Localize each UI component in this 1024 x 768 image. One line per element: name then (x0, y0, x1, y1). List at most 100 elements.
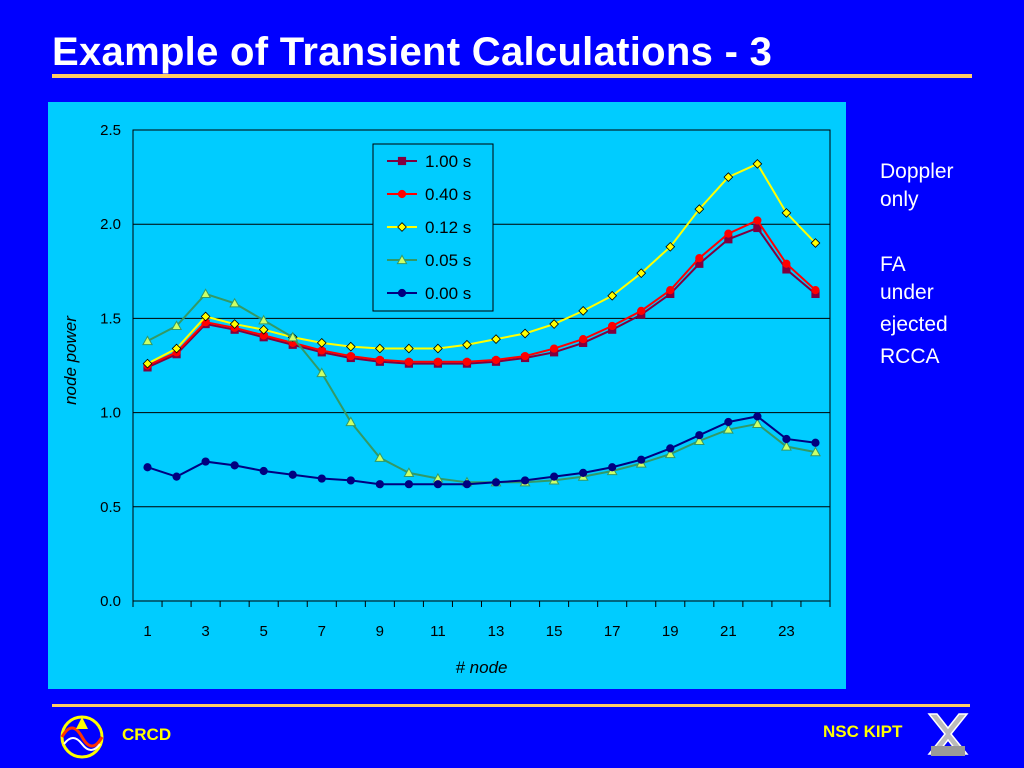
data-point-0-40-s (375, 355, 384, 364)
data-point-0-12-s (171, 343, 182, 354)
crcd-logo-icon (60, 715, 104, 759)
data-point-0-05-s (780, 440, 792, 451)
data-point-0-40-s (666, 286, 675, 295)
data-point-0-00-s (462, 480, 472, 489)
data-point-0-12-s (345, 341, 356, 352)
data-point-0-00-s (375, 480, 384, 489)
chart-panel: 0.0 0.5 1.0 1.5 2.0 2.5 1 3 5 7 9 11 13 15 17 19 21 23 # n… (48, 102, 846, 689)
legend-swatch-marker (397, 222, 407, 232)
data-point-0-00-s (346, 476, 355, 485)
data-point-0-00-s (811, 438, 820, 447)
data-point-0-12-s (374, 343, 385, 354)
data-point-0-40-s (579, 335, 588, 344)
footer-left-label: CRCD (122, 725, 172, 744)
data-point-0-00-s (520, 476, 530, 485)
data-point-0-40-s (608, 321, 617, 331)
data-point-0-40-s (462, 357, 472, 366)
x-tick-label: 3 (201, 623, 209, 640)
y-axis-label: node power (61, 315, 80, 405)
data-point-0-12-s (752, 159, 763, 169)
data-point-0-12-s (200, 311, 211, 322)
x-tick-label: 15 (546, 623, 563, 640)
data-point-0-05-s (693, 435, 705, 445)
data-point-0-40-s (404, 357, 413, 366)
data-point-0-00-s (695, 431, 704, 440)
data-point-0-05-s (316, 367, 328, 378)
x-axis-label: # node (456, 658, 508, 677)
legend-label: 0.05 s (425, 251, 471, 270)
series-line-1-00-s (147, 226, 817, 369)
data-point-0-00-s (782, 434, 791, 444)
data-point-0-00-s (143, 463, 152, 472)
data-point-0-12-s (781, 208, 792, 218)
data-point-0-40-s (811, 286, 820, 295)
side-note-line: ejected (880, 313, 948, 336)
x-tick-label: 13 (488, 623, 505, 640)
data-point-0-00-s (724, 417, 733, 427)
data-point-0-05-s (171, 320, 183, 331)
data-point-0-00-s (579, 468, 588, 477)
data-point-0-05-s (345, 416, 357, 427)
data-point-0-00-s (433, 480, 443, 489)
data-point-0-00-s (317, 474, 326, 483)
series-line-0-12-s (147, 162, 817, 365)
series-line-0-05-s (147, 292, 816, 484)
data-point-0-00-s (259, 466, 268, 476)
data-point-0-12-s (491, 334, 501, 344)
legend-swatch-marker (396, 254, 408, 265)
data-point-0-05-s (810, 446, 821, 457)
x-tick-label: 19 (662, 623, 679, 640)
x-tick-label: 21 (720, 623, 737, 640)
legend-label: 1.00 s (425, 152, 471, 171)
data-point-0-12-s (316, 338, 327, 348)
data-point-0-12-s (723, 172, 734, 182)
data-point-0-40-s (491, 355, 501, 364)
data-point-0-12-s (462, 339, 472, 350)
data-point-0-00-s (608, 463, 617, 472)
footer-right-label: NSC KIPT (823, 722, 903, 741)
legend-label: 0.00 s (425, 284, 471, 303)
x-tick-label: 1 (143, 623, 151, 640)
data-point-0-00-s (637, 455, 646, 464)
side-note-line: Doppler (880, 160, 954, 183)
data-point-0-12-s (578, 305, 589, 316)
data-point-0-12-s (636, 268, 647, 279)
data-point-0-12-s (520, 328, 530, 339)
node-power-chart: 0.00.51.01.52.02.51 3 5 7 9 11 13 15 17 19 21 23# n… (61, 122, 831, 677)
series-line-0-40-s (147, 219, 817, 367)
y-tick-label: 2.5 (100, 122, 121, 139)
data-point-0-12-s (694, 204, 705, 214)
data-point-0-00-s (201, 457, 210, 466)
x-tick-label: 5 (260, 623, 268, 640)
data-point-0-00-s (172, 472, 181, 481)
y-tick-label: 0.5 (100, 499, 121, 516)
x-tick-label: 17 (604, 623, 621, 640)
data-point-0-40-s (520, 351, 530, 361)
data-point-0-12-s (404, 343, 414, 354)
kipt-logo-icon (927, 713, 969, 756)
data-point-0-40-s (550, 344, 559, 353)
data-point-0-40-s (346, 351, 355, 361)
y-tick-label: 2.0 (100, 216, 121, 233)
data-point-0-40-s (724, 229, 733, 238)
data-point-0-05-s (722, 423, 734, 434)
data-point-0-12-s (549, 319, 559, 329)
data-point-0-05-s (200, 288, 212, 299)
data-point-0-05-s (258, 314, 270, 325)
data-point-0-12-s (810, 238, 821, 248)
data-point-0-00-s (404, 480, 413, 489)
side-note-line: FA (880, 253, 906, 276)
legend-swatch-marker (397, 288, 407, 298)
title-underline (52, 74, 972, 78)
data-point-0-12-s (258, 324, 269, 335)
y-tick-label: 0.0 (100, 593, 121, 610)
data-point-0-00-s (288, 470, 297, 479)
data-point-0-40-s (317, 346, 326, 355)
slide-title: Example of Transient Calculations - 3 (52, 30, 773, 74)
data-point-0-40-s (433, 357, 443, 366)
data-point-0-12-s (229, 319, 240, 329)
data-point-0-05-s (664, 448, 676, 459)
legend-swatch-marker (397, 189, 407, 199)
side-note-line: only (880, 188, 919, 211)
data-point-0-05-s (374, 452, 386, 462)
